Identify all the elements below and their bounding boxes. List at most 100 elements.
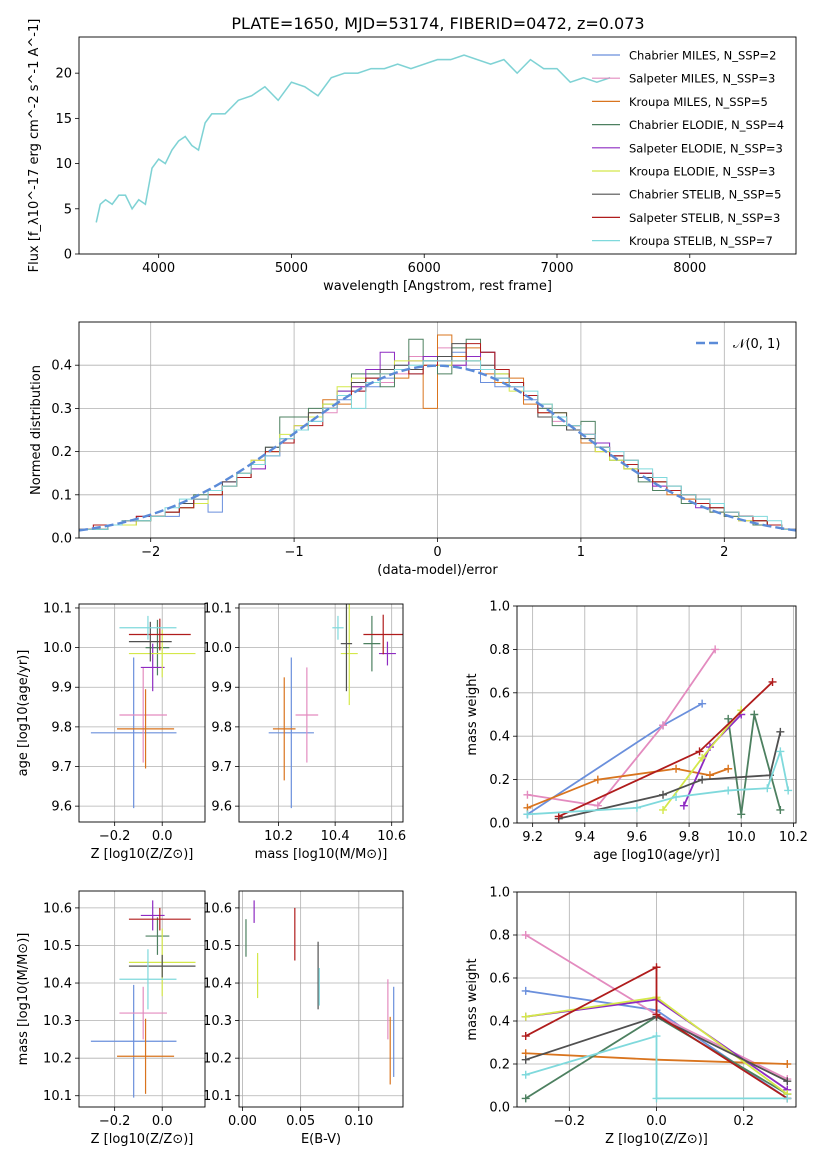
plus-marker — [711, 645, 720, 654]
y-tick-label: 0.3 — [51, 402, 72, 417]
y-tick-label: 10.5 — [203, 939, 232, 954]
y-axis-label: mass weight — [465, 958, 480, 1040]
plus-marker — [652, 1032, 661, 1041]
plus-marker — [672, 792, 681, 801]
x-tick-label: 4000 — [142, 261, 175, 276]
errorbar-point — [378, 641, 396, 666]
x-tick-label: −0.2 — [99, 1114, 131, 1129]
plus-marker — [783, 1077, 792, 1086]
y-tick-label: 0.0 — [51, 532, 72, 547]
legend-entry: Chabrier MILES, N_SSP=2 — [592, 49, 776, 63]
plus-marker — [593, 775, 602, 784]
axes-frame — [78, 36, 797, 255]
errorbar-point — [128, 907, 191, 931]
y-tick-label: 15 — [55, 112, 72, 127]
plus-marker — [554, 812, 563, 821]
plus-marker — [724, 786, 733, 795]
plus-marker — [521, 1032, 530, 1041]
errorbar-point — [128, 621, 172, 662]
weight-series — [659, 706, 746, 814]
spectrum-panel: 4000 5000 6000 7000 8000 0 5 10 15 20 wavelength [… — [27, 19, 797, 294]
legend-entry: Chabrier ELODIE, N_SSP=4 — [592, 118, 784, 132]
residuals-panel: −2 −1 0 1 2 0.0 0.1 0.2 0.3 0.4 (data-model)/error… — [29, 321, 797, 578]
y-axis-label: mass [log10(M/M⊙)] — [16, 933, 31, 1066]
errorbar-point — [363, 614, 403, 655]
plus-marker — [593, 801, 602, 810]
plus-marker — [679, 801, 688, 810]
plus-marker — [750, 710, 759, 719]
x-tick-label: 10.2 — [779, 830, 808, 845]
x-axis-label: wavelength [Angstrom, rest frame] — [323, 279, 552, 294]
mass_vs_ebv-panel: 0.00 0.05 0.10 10.1 10.2 10.3 10.4 10.5 10.6 E(B-… — [203, 890, 404, 1147]
errorbar-point — [128, 954, 196, 978]
x-tick-label: 0.05 — [286, 1114, 315, 1129]
x-tick-label: 9.8 — [679, 830, 700, 845]
x-tick-label: −2 — [141, 545, 160, 560]
plus-marker — [763, 784, 772, 793]
plus-marker — [521, 931, 530, 939]
errorbar-point — [117, 689, 175, 769]
legend-label: Kroupa ELODIE, N_SSP=3 — [629, 165, 775, 179]
plot-area — [245, 900, 395, 1085]
y-tick-label: 0.4 — [489, 1015, 510, 1030]
x-tick-label: 10.0 — [727, 830, 756, 845]
x-tick-label: 9.4 — [574, 830, 595, 845]
plot-area — [523, 645, 793, 823]
plus-marker — [776, 805, 785, 814]
plus-marker — [695, 747, 704, 756]
plus-marker — [652, 963, 661, 972]
y-axis-label: Normed distribution — [29, 365, 44, 495]
weight-series — [554, 677, 777, 821]
plus-marker — [652, 1010, 661, 1019]
legend-entry: Salpeter STELIB, N_SSP=3 — [592, 211, 780, 225]
y-tick-label: 0.2 — [51, 445, 72, 460]
y-tick-label: 10.4 — [43, 977, 72, 992]
plus-marker — [724, 764, 733, 773]
y-tick-label: 0.0 — [489, 817, 510, 832]
figure-title: PLATE=1650, MJD=53174, FIBERID=0472, z=0… — [231, 14, 644, 33]
errorbar-point — [295, 667, 319, 763]
axes-frame — [238, 890, 404, 1108]
series-line — [727, 714, 782, 815]
x-tick-label: 10.2 — [264, 829, 293, 844]
x-tick-label: −0.2 — [99, 829, 131, 844]
plus-marker — [521, 1070, 530, 1079]
legend-entry: Kroupa ELODIE, N_SSP=3 — [592, 165, 775, 179]
legend-label: Chabrier STELIB, N_SSP=5 — [629, 188, 781, 202]
y-tick-label: 0.6 — [489, 686, 510, 701]
legend-label: Salpeter ELODIE, N_SSP=3 — [629, 141, 783, 155]
y-tick-label: 10.6 — [203, 901, 232, 916]
plus-marker — [659, 721, 668, 730]
y-tick-label: 0.2 — [489, 773, 510, 788]
y-tick-label: 9.8 — [51, 720, 72, 735]
y-tick-label: 10.1 — [203, 1089, 232, 1104]
plot-area — [90, 900, 196, 1098]
x-tick-label: 0.10 — [344, 1114, 373, 1129]
errorbar-point — [363, 615, 381, 672]
y-tick-label: 10.2 — [43, 1052, 72, 1067]
y-tick-label: 9.9 — [51, 681, 72, 696]
errorbar-point — [90, 984, 177, 1098]
plus-marker — [523, 790, 532, 799]
y-tick-label: 10.1 — [43, 1089, 72, 1104]
y-tick-label: 10.2 — [203, 1052, 232, 1067]
errorbar-point — [340, 604, 358, 706]
legend-entry: Salpeter MILES, N_SSP=3 — [592, 72, 775, 86]
legend-label: Chabrier MILES, N_SSP=2 — [629, 49, 776, 63]
y-tick-label: 10.6 — [43, 901, 72, 916]
axes-frame — [516, 605, 797, 824]
y-tick-label: 10.3 — [203, 1014, 232, 1029]
errorbar-point — [119, 667, 167, 763]
legend-label: 𝒩(0, 1) — [733, 337, 780, 352]
errorbar-point — [117, 1018, 175, 1094]
plus-marker — [783, 1060, 792, 1068]
plus-marker — [652, 1094, 661, 1103]
y-tick-label: 10.3 — [43, 1014, 72, 1029]
y-tick-label: 9.8 — [211, 720, 232, 735]
errorbar-point — [145, 917, 170, 955]
series-line — [527, 648, 716, 807]
plus-marker — [737, 810, 746, 819]
axes-frame — [78, 603, 206, 823]
y-tick-label: 9.9 — [211, 681, 232, 696]
legend-label: Kroupa MILES, N_SSP=5 — [629, 95, 768, 109]
